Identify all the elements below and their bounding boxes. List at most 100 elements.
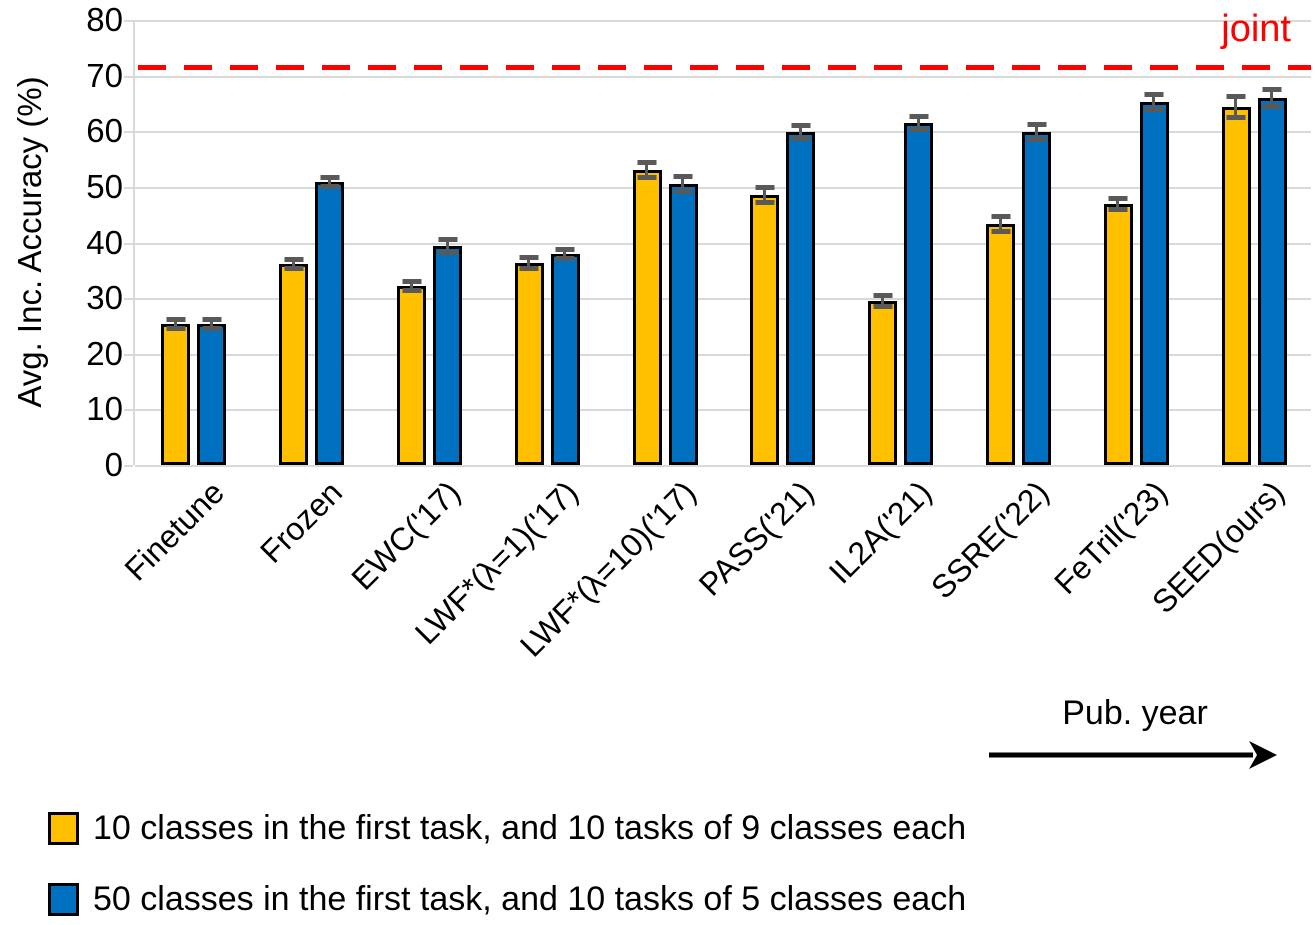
legend-item-first-task-10: 10 classes in the first task, and 10 tas… — [48, 804, 966, 852]
error-bar-cap-top — [320, 175, 340, 180]
bar-yellow-2 — [279, 257, 309, 465]
legend: 10 classes in the first task, and 10 tas… — [48, 804, 966, 925]
error-bar — [173, 321, 177, 327]
error-bar-cap-bottom — [755, 200, 775, 205]
error-bar — [681, 178, 685, 190]
error-bar — [1152, 96, 1156, 108]
error-bar-cap-bottom — [438, 250, 457, 255]
bar-blue-6 — [786, 123, 816, 465]
error-bar — [762, 189, 766, 201]
bar-yellow-5 — [632, 160, 662, 465]
error-bar-cap-bottom — [1262, 104, 1282, 109]
y-tick-label: 70 — [86, 56, 123, 94]
gridline — [135, 186, 1311, 189]
gridline — [135, 131, 1311, 134]
error-bar-cap-top — [519, 255, 539, 260]
error-bar-cap-top — [1226, 94, 1246, 99]
pub-year-arrow-icon — [989, 741, 1277, 769]
y-axis-title: Avg. Inc. Accuracy (%) — [11, 76, 48, 408]
plot-area — [124, 20, 1311, 467]
error-bar — [645, 164, 649, 176]
error-bar-cap-top — [673, 174, 693, 179]
pub-year-annotation: Pub. year — [985, 694, 1295, 784]
y-tick-mark — [124, 298, 133, 301]
error-bar — [527, 259, 531, 267]
legend-item-first-task-50: 50 classes in the first task, and 10 tas… — [48, 875, 966, 923]
x-category-label: IL2A('21) — [821, 474, 939, 591]
y-tick-label: 80 — [86, 1, 123, 38]
error-bar-cap-bottom — [166, 326, 186, 331]
error-bar-cap-top — [637, 160, 657, 165]
gridline — [135, 298, 1311, 301]
legend-label: 10 classes in the first task, and 10 tas… — [93, 808, 967, 847]
error-bar-cap-bottom — [284, 266, 304, 271]
error-bar-cap-top — [791, 123, 811, 128]
gridline — [135, 353, 1311, 356]
error-bar-cap-bottom — [1144, 107, 1164, 112]
error-bar-cap-top — [873, 293, 893, 298]
error-bar — [209, 321, 213, 327]
error-bar-cap-top — [1144, 92, 1164, 97]
error-bar-cap-bottom — [991, 229, 1010, 234]
bar-yellow-4 — [514, 255, 544, 465]
error-bar-cap-bottom — [402, 288, 421, 293]
bar-blue-5 — [668, 174, 698, 465]
bar-blue-3 — [433, 237, 462, 465]
error-bar — [1034, 126, 1038, 138]
bar-blue-9 — [1139, 92, 1169, 465]
error-bar-cap-top — [1262, 87, 1282, 92]
y-tick-mark — [124, 186, 133, 189]
error-bar — [291, 261, 295, 267]
y-tick-mark — [124, 131, 133, 134]
bar-yellow-9 — [1103, 196, 1133, 465]
x-category-label: Frozen — [253, 474, 350, 570]
gridline — [135, 242, 1311, 245]
y-tick-mark — [124, 75, 133, 78]
error-bar-cap-top — [1108, 196, 1128, 201]
error-bar-cap-bottom — [202, 326, 222, 331]
y-tick-mark — [124, 242, 133, 245]
error-bar — [1116, 200, 1120, 208]
y-tick-label: 0 — [104, 446, 123, 483]
bar-blue-1 — [197, 317, 227, 465]
x-category-label: SSRE('22) — [924, 474, 1056, 606]
y-tick-label: 10 — [86, 390, 123, 428]
bar-yellow-6 — [750, 185, 780, 465]
error-bar-cap-top — [202, 317, 222, 322]
bar-yellow-7 — [868, 293, 898, 465]
error-bar — [327, 179, 331, 185]
bar-blue-10 — [1257, 87, 1287, 465]
bar-blue-4 — [550, 247, 580, 465]
y-tick-label: 20 — [86, 334, 123, 372]
y-tick-mark — [124, 409, 133, 412]
legend-label: 50 classes in the first task, and 10 tas… — [93, 879, 967, 918]
x-category-label: Finetune — [117, 474, 232, 588]
error-bar — [1270, 91, 1274, 105]
error-bar-cap-bottom — [519, 266, 539, 271]
error-bar-cap-top — [555, 247, 575, 252]
y-tick-mark — [124, 20, 133, 22]
error-bar-cap-bottom — [909, 127, 929, 132]
bar-yellow-1 — [161, 317, 191, 465]
error-bar-cap-bottom — [637, 175, 657, 180]
error-bar-cap-top — [755, 185, 775, 190]
error-bar-cap-top — [909, 114, 929, 119]
x-axis-baseline — [135, 465, 1311, 467]
error-bar-cap-bottom — [673, 189, 693, 194]
bar-yellow-10 — [1221, 94, 1251, 465]
y-tick-label: 30 — [86, 279, 123, 317]
pub-year-label: Pub. year — [1062, 694, 1208, 732]
error-bar — [998, 218, 1002, 230]
joint-label: joint — [1221, 8, 1291, 50]
error-bar-cap-top — [166, 317, 186, 322]
y-tick-mark — [124, 465, 133, 467]
error-bar-cap-top — [1027, 122, 1046, 127]
bar-blue-8 — [1022, 122, 1051, 465]
error-bar-cap-bottom — [873, 304, 893, 309]
error-bar — [798, 127, 802, 137]
y-tick-label: 60 — [86, 112, 123, 150]
error-bar — [409, 283, 413, 289]
error-bar — [1234, 98, 1238, 116]
error-bar-cap-top — [284, 257, 304, 262]
